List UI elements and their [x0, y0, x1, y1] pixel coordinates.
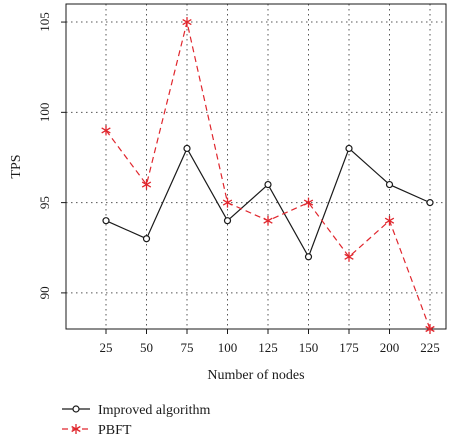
marker-stroke	[71, 425, 81, 433]
axis-ticks: 25 50 75 100 125 150 175 200 225 90 95 100 105	[37, 12, 440, 355]
y-tick-label: 105	[37, 12, 52, 32]
legend-label: PBFT	[98, 423, 132, 438]
marker-stroke	[101, 127, 111, 134]
data-point	[142, 235, 151, 243]
data-point	[345, 144, 353, 153]
x-tick-label: 150	[299, 340, 319, 355]
x-axis-title: Number of nodes	[207, 368, 304, 383]
data-point	[263, 215, 273, 226]
series-lines	[101, 17, 435, 334]
data-point	[385, 180, 394, 189]
gridlines	[66, 4, 446, 329]
data-point	[344, 251, 354, 262]
y-axis-title: TPS	[9, 154, 24, 178]
data-point	[426, 199, 434, 207]
legend-marker	[71, 424, 81, 434]
data-point	[101, 125, 111, 136]
x-tick-label: 75	[181, 340, 194, 355]
series-line	[105, 21, 431, 330]
data-point	[223, 217, 232, 225]
data-point	[304, 253, 313, 261]
marker-stroke	[263, 217, 273, 224]
marker-stroke	[384, 217, 395, 224]
data-point	[102, 217, 110, 225]
x-tick-label: 200	[380, 340, 400, 355]
data-point	[182, 17, 192, 28]
y-tick-label: 100	[37, 103, 52, 123]
x-tick-label: 175	[339, 340, 359, 355]
x-tick-label: 125	[258, 340, 278, 355]
x-tick-label: 225	[420, 340, 440, 355]
marker-stroke	[222, 199, 233, 206]
series-1	[101, 17, 435, 334]
marker-stroke	[425, 325, 435, 333]
x-tick-label: 50	[140, 340, 153, 355]
y-tick-label: 90	[37, 286, 52, 299]
data-point	[222, 197, 233, 208]
data-point	[384, 215, 395, 226]
plot-frame	[65, 3, 447, 330]
data-point	[141, 179, 152, 190]
legend-label: Improved algorithm	[98, 403, 210, 418]
marker-stroke	[141, 181, 152, 188]
data-point	[303, 197, 314, 208]
series-0	[102, 144, 434, 261]
x-tick-label: 25	[100, 340, 113, 355]
x-tick-label: 100	[218, 340, 238, 355]
marker-stroke	[344, 253, 354, 260]
legend: Improved algorithm PBFT	[62, 403, 210, 438]
data-point	[425, 324, 435, 334]
data-point	[183, 144, 191, 153]
data-point	[264, 180, 272, 189]
marker-stroke	[303, 199, 314, 206]
legend-marker	[72, 405, 80, 413]
marker-stroke	[182, 18, 192, 26]
y-tick-label: 95	[37, 196, 52, 209]
